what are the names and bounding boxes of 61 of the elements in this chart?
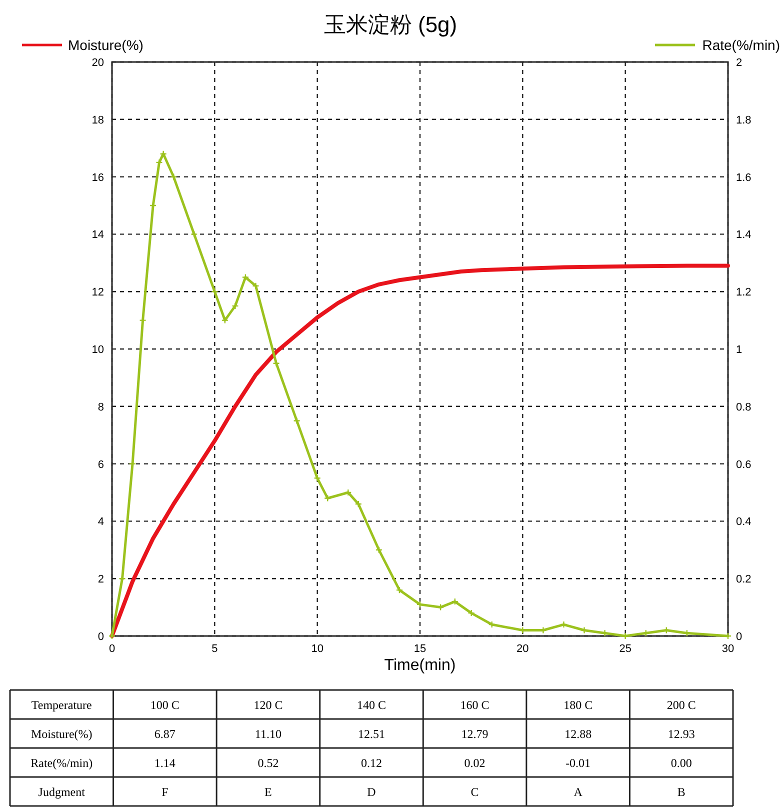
legend-label: Moisture(%) — [68, 37, 144, 53]
y-tick-label: 18 — [92, 114, 104, 126]
text: D — [367, 785, 376, 799]
y-tick-label: 16 — [92, 172, 104, 184]
text: 6.87 — [154, 727, 176, 741]
y2-tick-label: 0.2 — [736, 574, 752, 586]
y-tick-label: 12 — [92, 286, 104, 299]
text: 12.93 — [668, 727, 695, 741]
text: 11.10 — [254, 727, 282, 741]
y2-tick-label: 2 — [736, 57, 742, 69]
text: Temperature — [31, 698, 92, 712]
x-tick-label: 15 — [414, 643, 426, 655]
y-tick-label: 4 — [98, 516, 104, 528]
y2-tick-label: 1.8 — [736, 114, 752, 126]
y-tick-label: 6 — [98, 458, 104, 471]
text: 200 C — [666, 698, 696, 712]
y2-tick-label: 0.4 — [736, 516, 752, 528]
y-tick-label: 0 — [98, 631, 104, 643]
text: Judgment — [38, 785, 86, 799]
y-tick-label: 14 — [92, 229, 104, 242]
text: B — [677, 785, 686, 799]
text: 160 C — [460, 698, 490, 712]
chart-title: 玉米淀粉 (5g) — [324, 12, 458, 37]
y-tick-label: 10 — [92, 344, 104, 356]
text: 1.14 — [154, 756, 176, 770]
x-axis-title: Time(min) — [384, 657, 456, 674]
text: -0.01 — [566, 756, 591, 770]
text: 0.12 — [361, 756, 382, 770]
y2-tick-label: 1.4 — [736, 229, 752, 242]
text: Rate(%/min) — [30, 756, 93, 770]
y2-tick-label: 0.8 — [736, 401, 752, 414]
text: 0.00 — [670, 756, 692, 770]
x-tick-label: 10 — [311, 643, 324, 655]
text: C — [470, 785, 479, 799]
x-tick-label: 30 — [722, 643, 734, 655]
y2-tick-label: 1.6 — [736, 172, 752, 184]
x-tick-label: 0 — [108, 643, 116, 655]
y2-tick-label: 1.2 — [736, 286, 752, 299]
y-tick-label: 2 — [98, 574, 104, 586]
y-tick-label: 20 — [92, 57, 104, 69]
x-tick-label: 20 — [516, 643, 529, 655]
y2-tick-label: 0.6 — [736, 458, 752, 471]
x-tick-label: 5 — [212, 643, 218, 655]
text: E — [264, 785, 272, 799]
legend-label: Rate(%/min) — [702, 37, 780, 53]
y-tick-label: 8 — [98, 401, 104, 414]
text: Moisture(%) — [30, 727, 92, 741]
text: 180 C — [564, 698, 593, 712]
text: A — [574, 785, 583, 799]
text: 100 C — [150, 698, 180, 712]
y2-tick-label: 0 — [736, 631, 742, 643]
text: 12.79 — [461, 727, 488, 741]
text: F — [162, 785, 169, 799]
text: 12.88 — [564, 727, 592, 741]
text: 120 C — [254, 698, 283, 712]
x-tick-label: 25 — [619, 643, 632, 655]
text: 0.52 — [258, 756, 279, 770]
text: 0.02 — [464, 756, 486, 770]
y2-tick-label: 1 — [736, 344, 742, 356]
text: 140 C — [356, 698, 386, 712]
text: 12.51 — [358, 727, 385, 741]
